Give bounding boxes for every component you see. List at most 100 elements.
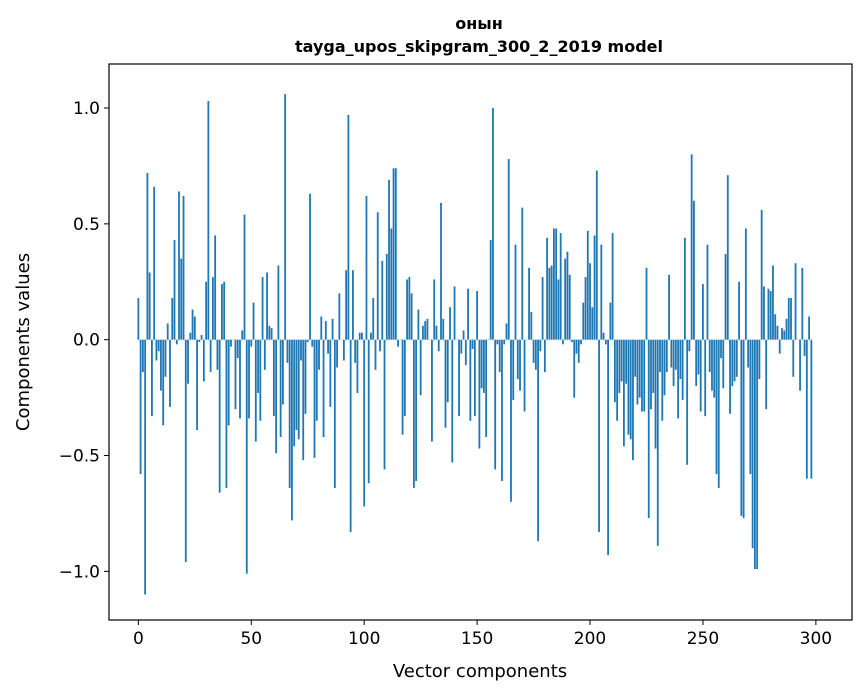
bar bbox=[803, 339, 806, 356]
bar bbox=[505, 323, 508, 340]
bar bbox=[388, 179, 390, 340]
bar bbox=[347, 114, 350, 340]
bar bbox=[776, 325, 779, 340]
bar bbox=[613, 339, 616, 403]
bar bbox=[297, 339, 300, 440]
bar bbox=[742, 339, 745, 519]
bar bbox=[749, 339, 752, 475]
bar bbox=[198, 339, 201, 342]
bar bbox=[469, 339, 472, 421]
bar bbox=[241, 330, 244, 340]
bar bbox=[717, 339, 720, 488]
bar bbox=[141, 339, 144, 373]
bar bbox=[636, 339, 639, 405]
bar bbox=[593, 235, 596, 340]
bar bbox=[329, 339, 332, 407]
bar bbox=[415, 339, 418, 481]
bars-group bbox=[137, 94, 813, 595]
bar bbox=[306, 339, 309, 342]
bar bbox=[383, 339, 386, 470]
bar bbox=[259, 339, 262, 421]
bar bbox=[756, 339, 759, 570]
bar bbox=[724, 253, 727, 340]
bar bbox=[200, 335, 203, 340]
bar bbox=[478, 339, 481, 449]
x-axis-ticks: 0 50 100 150 200 250 300 bbox=[133, 620, 832, 649]
bar bbox=[467, 288, 469, 340]
bar bbox=[422, 325, 424, 340]
bar bbox=[291, 339, 293, 521]
bar bbox=[620, 339, 623, 382]
bar bbox=[257, 339, 259, 393]
bar bbox=[600, 244, 603, 340]
bar bbox=[173, 240, 176, 340]
bar bbox=[674, 339, 677, 370]
bar bbox=[492, 108, 494, 340]
bar bbox=[184, 339, 187, 563]
bar bbox=[654, 339, 657, 449]
bar bbox=[385, 253, 388, 340]
bar bbox=[681, 339, 684, 400]
bar bbox=[189, 332, 192, 340]
bar bbox=[410, 293, 413, 340]
bar bbox=[336, 339, 338, 368]
bar bbox=[227, 339, 230, 426]
bar bbox=[699, 339, 702, 412]
bar bbox=[293, 339, 296, 447]
bar bbox=[320, 316, 323, 340]
bar bbox=[202, 339, 205, 382]
bar bbox=[765, 339, 768, 410]
bar bbox=[537, 339, 539, 542]
x-tick-label: 300 bbox=[800, 629, 832, 649]
bar bbox=[157, 339, 160, 352]
bar bbox=[313, 339, 316, 458]
bar bbox=[604, 339, 607, 345]
x-tick-label: 250 bbox=[687, 629, 719, 649]
bar bbox=[250, 339, 253, 347]
bar bbox=[221, 284, 223, 340]
plot-frame bbox=[108, 63, 853, 621]
bar bbox=[543, 339, 546, 373]
bar bbox=[627, 339, 630, 435]
bar bbox=[532, 339, 535, 363]
bar bbox=[512, 339, 515, 400]
bar bbox=[435, 325, 438, 340]
bar bbox=[496, 339, 499, 345]
y-tick-label: 1.0 bbox=[73, 99, 100, 119]
bar bbox=[370, 332, 372, 340]
bar bbox=[577, 339, 580, 363]
bar bbox=[729, 339, 731, 414]
bar bbox=[288, 339, 291, 488]
bar bbox=[575, 339, 578, 354]
bar bbox=[363, 339, 366, 507]
bar bbox=[747, 339, 750, 368]
bar bbox=[442, 318, 445, 340]
bar bbox=[230, 339, 232, 347]
bar bbox=[643, 339, 646, 412]
bar bbox=[586, 230, 589, 340]
bar bbox=[708, 339, 711, 373]
bar bbox=[641, 339, 643, 412]
bar bbox=[769, 291, 772, 340]
bar bbox=[541, 277, 544, 340]
bar bbox=[331, 318, 334, 340]
bar bbox=[645, 267, 648, 340]
bar bbox=[322, 339, 325, 437]
bar bbox=[446, 339, 449, 403]
bar bbox=[704, 339, 707, 417]
bar bbox=[632, 339, 634, 461]
bar bbox=[272, 339, 275, 417]
bar bbox=[810, 339, 813, 479]
bar bbox=[211, 277, 214, 340]
bar bbox=[720, 339, 722, 359]
bar bbox=[223, 281, 226, 340]
bar bbox=[153, 186, 156, 340]
bar bbox=[783, 330, 786, 340]
bar bbox=[311, 339, 314, 347]
bar bbox=[672, 339, 675, 387]
bar bbox=[785, 318, 788, 340]
bar bbox=[715, 339, 718, 475]
bar bbox=[489, 240, 492, 340]
bar bbox=[216, 339, 219, 370]
bar bbox=[209, 339, 212, 373]
